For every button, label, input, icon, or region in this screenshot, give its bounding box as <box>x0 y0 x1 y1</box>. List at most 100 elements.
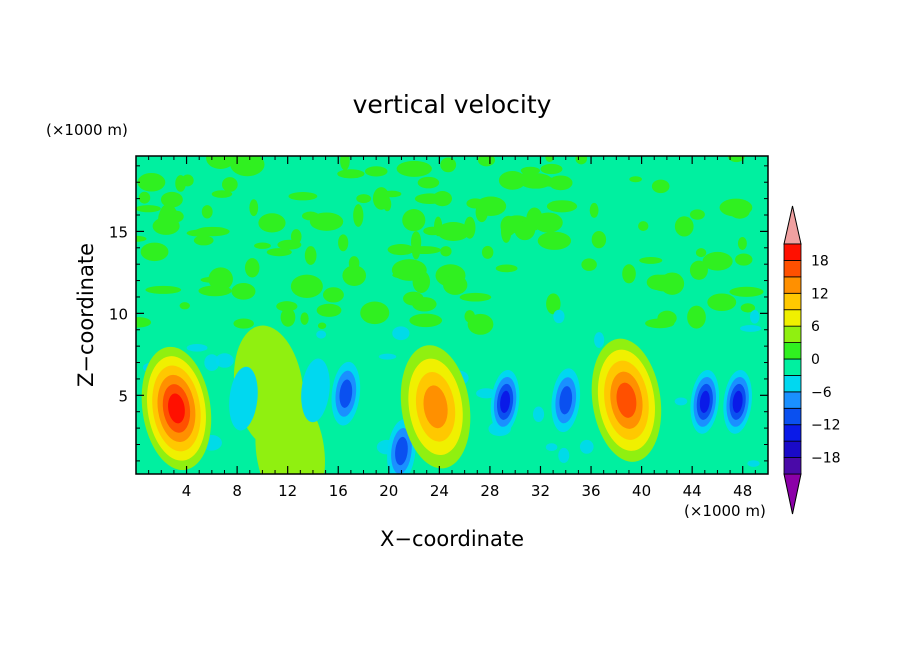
noise-patch <box>233 318 254 329</box>
noise-patch <box>160 191 183 208</box>
noise-patch <box>519 173 553 189</box>
noise-patch <box>481 245 494 259</box>
noise-patch <box>629 176 642 183</box>
noise-patch <box>581 258 597 271</box>
noise-patch <box>687 305 706 329</box>
chart-title: vertical velocity <box>353 90 552 119</box>
colorbar-tick-label: −6 <box>811 385 832 401</box>
noise-patch <box>244 258 260 278</box>
velocity-cell <box>490 370 520 434</box>
noise-patch <box>689 209 705 220</box>
z-tick-label: 10 <box>109 305 128 323</box>
noise-patch <box>208 267 233 291</box>
noise-patch <box>221 177 238 192</box>
colorbar-tick-label: −12 <box>811 418 841 434</box>
noise-patch <box>545 156 554 162</box>
velocity-cell <box>591 338 662 462</box>
velocity-cell <box>400 345 471 469</box>
velocity-cell <box>255 389 325 474</box>
noise-patch <box>533 406 545 422</box>
noise-patch <box>340 156 350 171</box>
noise-patch <box>249 199 259 217</box>
noise-patch <box>316 330 327 339</box>
x-tick-label: 40 <box>632 482 651 500</box>
velocity-cell <box>690 370 720 434</box>
noise-patch <box>201 205 213 219</box>
colorbar-swatch <box>783 260 802 278</box>
contour-level <box>616 382 637 418</box>
noise-patch <box>136 235 147 242</box>
noise-patch <box>729 286 764 297</box>
noise-patch <box>702 251 733 271</box>
contour-level <box>229 366 258 431</box>
colorbar-tick-label: 18 <box>811 253 829 269</box>
noise-patch <box>402 208 426 232</box>
noise-patch <box>657 310 677 326</box>
noise-patch <box>356 194 372 204</box>
noise-patch <box>186 344 208 352</box>
noise-patch <box>392 326 410 341</box>
noise-patch <box>540 163 563 175</box>
noise-patch <box>735 253 753 266</box>
noise-patch <box>423 226 442 236</box>
noise-patch <box>464 310 476 323</box>
z-axis: 5 10 15 <box>109 165 768 462</box>
noise-patch <box>258 213 286 233</box>
contour-field <box>136 156 768 474</box>
noise-patch <box>137 172 166 192</box>
noise-patch <box>140 242 169 262</box>
colorbar-swatch <box>783 391 802 409</box>
x-tick-label: 8 <box>232 482 242 500</box>
noise-patch <box>537 231 572 250</box>
noise-patch <box>392 271 422 279</box>
noise-patch <box>276 301 298 312</box>
noise-patch <box>440 157 457 173</box>
colorbar-swatch <box>783 342 802 360</box>
noise-patch <box>443 275 468 295</box>
noise-patch <box>414 193 445 205</box>
noise-patch <box>342 265 367 286</box>
noise-patch <box>417 176 440 189</box>
noise-patch <box>651 179 670 194</box>
noise-patch <box>175 175 186 192</box>
colorbar-swatch <box>783 243 802 261</box>
x-axis: 4 8 12 16 20 24 28 32 36 40 44 48 <box>148 156 756 500</box>
colorbar: −18 −12 −6 0 6 12 18 <box>783 205 841 515</box>
noise-patch <box>650 274 678 292</box>
noise-patch <box>594 332 605 348</box>
contour-level <box>339 379 353 408</box>
noise-patch <box>739 325 762 332</box>
noise-patch <box>387 244 415 256</box>
noise-patch <box>546 200 578 213</box>
noise-patch <box>159 204 178 228</box>
contour-level <box>168 393 185 424</box>
colorbar-swatch <box>783 276 802 294</box>
noise-patch <box>553 309 565 324</box>
contour-level <box>423 385 448 429</box>
noise-patch <box>317 322 327 329</box>
noise-patch <box>206 156 235 169</box>
noise-patch <box>304 246 317 265</box>
noise-patch <box>290 274 323 299</box>
noise-patch <box>520 219 553 228</box>
x-tick-label: 28 <box>480 482 499 500</box>
colorbar-swatch <box>783 375 802 393</box>
noise-patch <box>136 205 161 213</box>
noise-patch <box>186 229 216 237</box>
velocity-cell <box>301 358 330 423</box>
noise-patch <box>622 264 636 284</box>
colorbar-swatch <box>783 292 802 311</box>
noise-patch <box>372 187 390 210</box>
contour-level <box>699 390 710 413</box>
colorbar-swatch <box>783 358 802 376</box>
velocity-cell <box>331 361 361 426</box>
x-tick-label: 32 <box>531 482 550 500</box>
colorbar-swatch <box>783 407 802 426</box>
noise-patch <box>575 156 588 165</box>
noise-patch <box>545 443 558 451</box>
colorbar-under-arrow <box>783 473 802 515</box>
noise-patch <box>558 447 570 463</box>
noise-patch <box>364 166 388 177</box>
noise-patch <box>378 353 397 360</box>
z-tick-label: 15 <box>109 223 128 241</box>
